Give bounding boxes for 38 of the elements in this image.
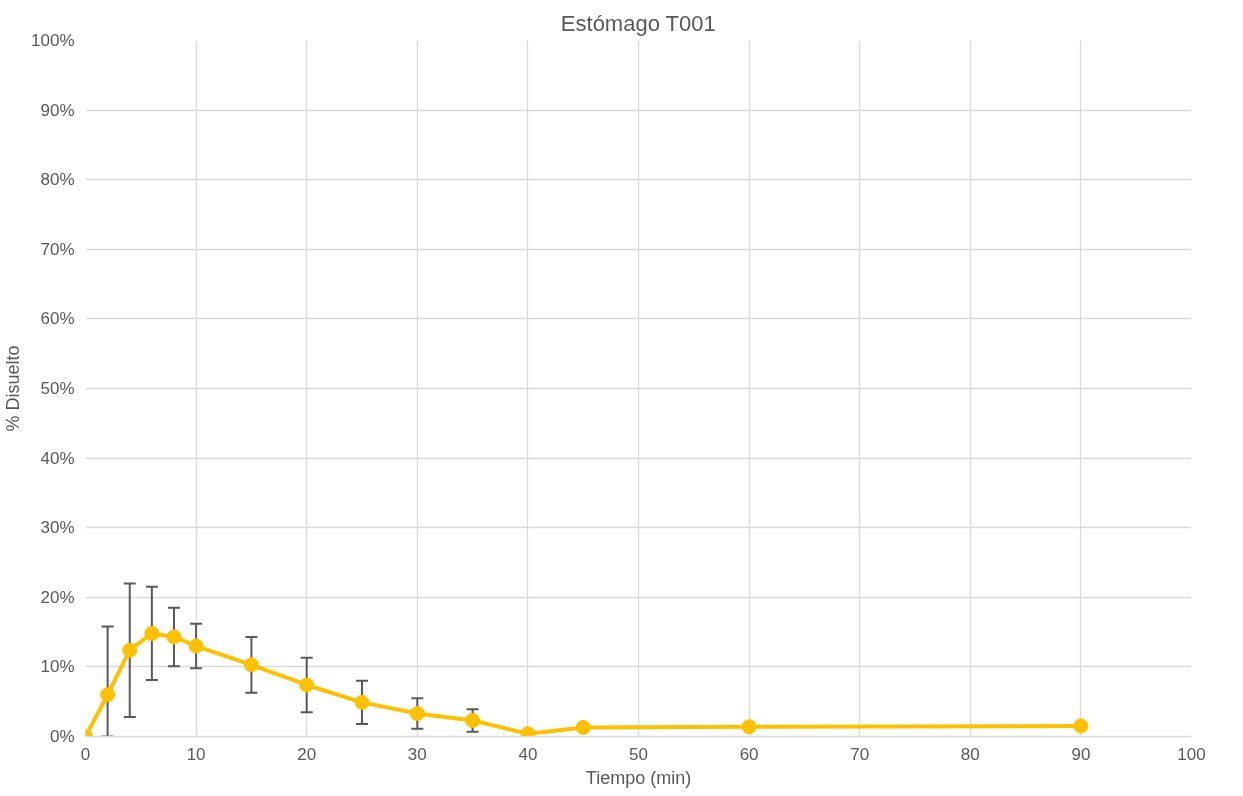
point	[166, 629, 182, 645]
y-tick-label: 60%	[40, 309, 75, 329]
point	[100, 687, 116, 703]
point	[144, 626, 160, 641]
y-tick-label: 70%	[40, 239, 75, 259]
y-axis-title: % Disuelto	[3, 345, 24, 432]
x-tick-label: 80	[960, 744, 980, 764]
y-tick-label: 80%	[40, 170, 75, 190]
point	[741, 719, 757, 735]
x-tick-label: 20	[297, 744, 317, 764]
point	[188, 638, 204, 654]
x-tick-label: 10	[186, 744, 206, 764]
x-tick-label: 40	[518, 744, 538, 764]
y-tick-label: 0%	[49, 727, 75, 746]
point	[299, 677, 315, 693]
point	[409, 706, 425, 722]
point	[122, 642, 138, 658]
x-axis-title: Tiempo (min)	[585, 767, 692, 788]
point	[465, 713, 481, 728]
x-tick-label: 60	[739, 744, 759, 764]
point	[354, 694, 370, 710]
y-tick-label: 10%	[40, 657, 75, 677]
x-tick-label: 90	[1071, 744, 1091, 764]
x-tick-label: 30	[407, 744, 427, 764]
y-tick-label: 50%	[40, 379, 75, 398]
y-tick-label: 20%	[40, 587, 75, 607]
point	[1073, 718, 1089, 734]
x-tick-label: 50	[629, 744, 648, 764]
y-tick-label: 90%	[40, 100, 75, 120]
y-tick-label: 40%	[40, 448, 75, 468]
x-tick-label: 0	[80, 744, 91, 764]
point	[575, 719, 591, 735]
y-tick-label: 100%	[31, 31, 75, 50]
x-tick-label: 70	[850, 744, 870, 764]
x-tick-label: 100	[1177, 744, 1206, 764]
chart-title: Estómago T001	[560, 10, 716, 36]
point	[243, 657, 259, 673]
y-tick-label: 30%	[40, 518, 75, 538]
